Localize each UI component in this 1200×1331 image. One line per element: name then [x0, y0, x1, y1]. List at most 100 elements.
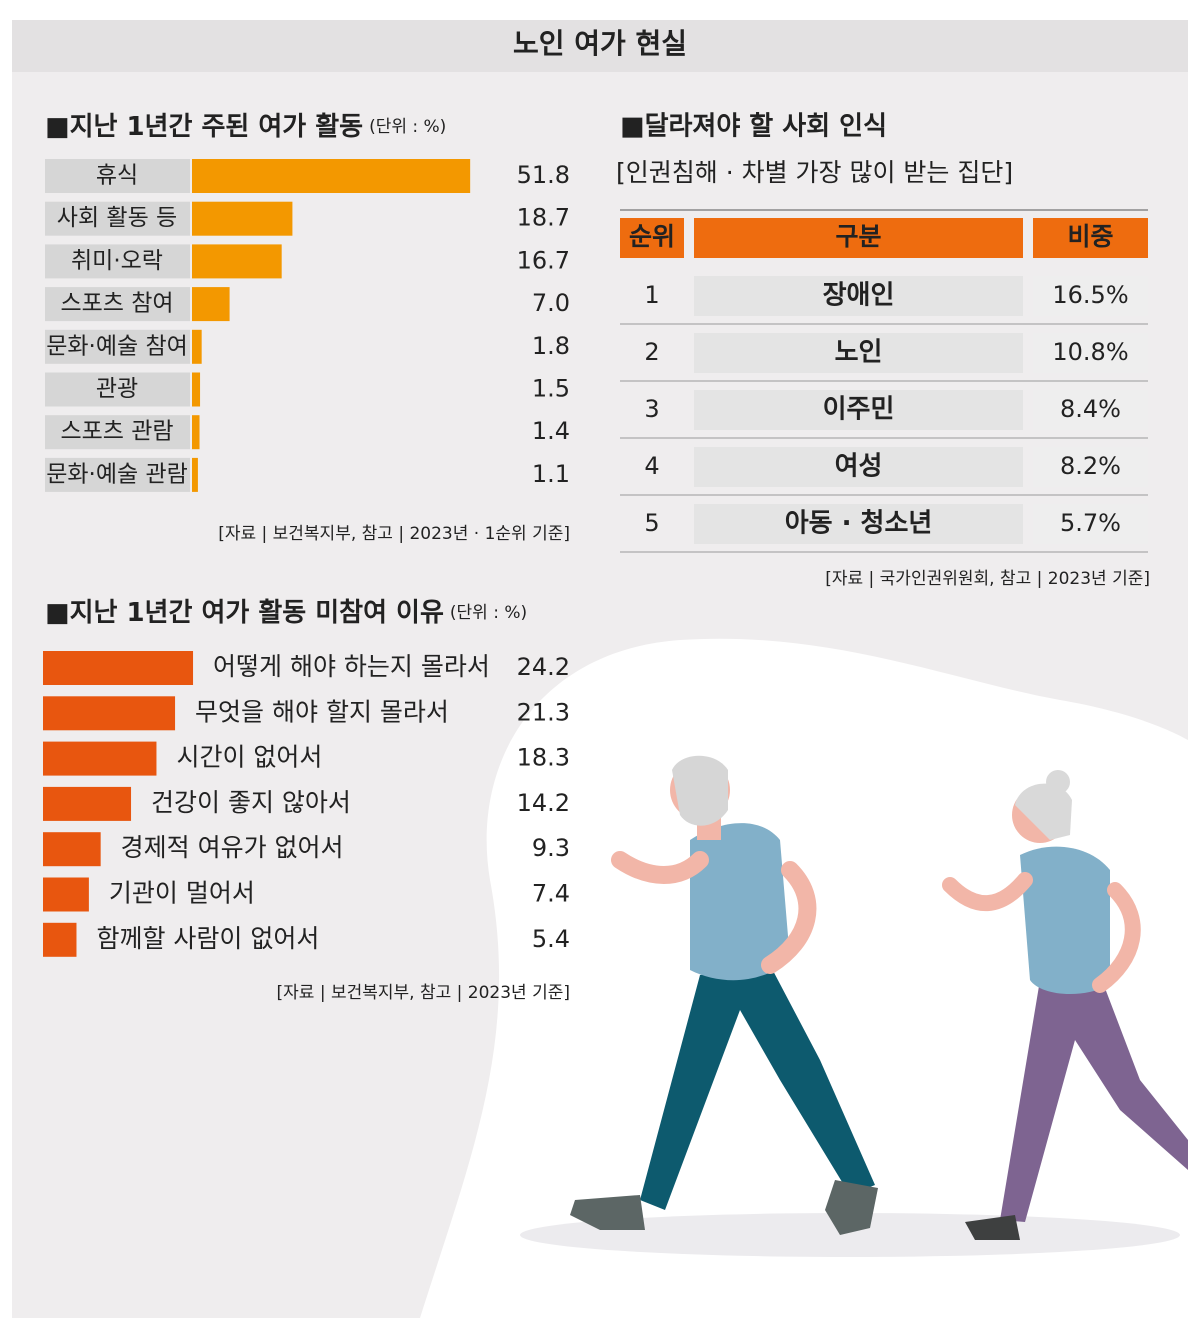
- cell-text: 여성: [835, 452, 883, 482]
- category-box: [45, 287, 190, 322]
- cell-text: 아동 · 청소년: [785, 509, 933, 539]
- category-label: 어떻게 해야 하는지 몰라서: [213, 652, 490, 681]
- title-bar: [12, 20, 1188, 72]
- cell-text: 이주민: [823, 395, 895, 425]
- man-hair: [672, 755, 728, 826]
- bar: [192, 329, 202, 364]
- table-cell: [1033, 390, 1148, 430]
- illustration-backdrop: [420, 638, 1188, 1318]
- table-cell: [694, 390, 1023, 430]
- section-title: ■지난 1년간 여가 활동 미참여 이유 (단위 : %): [45, 598, 527, 628]
- runner-man: [570, 755, 878, 1235]
- bar: [192, 457, 198, 492]
- man-shirt: [690, 823, 790, 981]
- category-box: [45, 329, 190, 364]
- man-shoe: [570, 1195, 645, 1230]
- page-title: 노인 여가 현실: [513, 27, 687, 60]
- value-label: 1.1: [532, 460, 570, 488]
- category-box: [45, 372, 190, 407]
- source-note: [자료 | 국가인권위원회, 참고 | 2023년 기준]: [825, 569, 1150, 589]
- table-cell: [1033, 333, 1148, 373]
- cell-text: 노인: [835, 338, 883, 368]
- table-cell: [694, 333, 1023, 373]
- category-label: 기관이 멀어서: [109, 879, 255, 908]
- table-title: ■달라져야 할 사회 인식: [620, 112, 887, 142]
- header-cell: [620, 218, 684, 258]
- value-label: 1.4: [532, 417, 570, 445]
- man-shoe: [825, 1180, 878, 1235]
- bar: [43, 786, 132, 821]
- category-box: [45, 457, 190, 492]
- table-cell: [1033, 276, 1148, 316]
- source-note: [자료 | 보건복지부, 참고 | 2023년 · 1순위 기준]: [218, 524, 570, 544]
- cell-text: 16.5%: [1052, 281, 1128, 309]
- woman-shoe: [965, 1215, 1020, 1240]
- category-label: 휴식: [96, 163, 138, 189]
- category-box: [45, 159, 190, 193]
- value-label: 1.8: [532, 332, 570, 360]
- table-cell: [694, 504, 1023, 544]
- category-label: 사회 활동 등: [57, 205, 177, 231]
- source-note: [자료 | 보건복지부, 참고 | 2023년 기준]: [277, 983, 571, 1003]
- cell-text: 2: [644, 338, 659, 366]
- cell-text: 장애인: [823, 281, 895, 311]
- bar: [192, 287, 230, 322]
- section-title-text: ■지난 1년간 여가 활동 미참여 이유: [45, 598, 444, 628]
- value-label: 1.5: [532, 375, 570, 403]
- cell-text: 3: [644, 395, 659, 423]
- woman-arm: [1092, 882, 1141, 993]
- table-subtitle: [인권침해 · 차별 가장 많이 받는 집단]: [616, 158, 1013, 187]
- category-label: 문화·예술 참여: [46, 333, 188, 359]
- table-cell: [694, 447, 1023, 487]
- bar: [43, 651, 194, 685]
- bar: [43, 922, 77, 957]
- unit-label: (단위 : %): [369, 117, 446, 137]
- category-box: [45, 244, 190, 279]
- value-label: 51.8: [517, 161, 570, 189]
- cell-text: 1: [644, 281, 659, 309]
- cell-text: 8.2%: [1060, 452, 1121, 480]
- category-label: 시간이 없어서: [176, 743, 322, 772]
- table-cell: [1033, 447, 1148, 487]
- section-title: ■지난 1년간 주된 여가 활동 (단위 : %): [45, 112, 446, 142]
- value-label: 18.3: [517, 744, 570, 772]
- value-label: 9.3: [532, 834, 570, 862]
- woman-legs: [1000, 975, 1188, 1222]
- bar: [192, 415, 200, 450]
- cell-text: 10.8%: [1052, 338, 1128, 366]
- woman-hair: [1015, 783, 1072, 840]
- category-label: 무엇을 해야 할지 몰라서: [195, 697, 449, 726]
- woman-arm: [942, 872, 1033, 912]
- table-cell: [1033, 504, 1148, 544]
- value-label: 14.2: [517, 789, 570, 817]
- value-label: 16.7: [517, 246, 570, 274]
- runner-woman: [942, 770, 1188, 1240]
- bar: [43, 832, 101, 867]
- category-label: 경제적 여유가 없어서: [121, 833, 344, 862]
- category-box: [45, 415, 190, 450]
- cell-text: 5.7%: [1060, 509, 1121, 537]
- bar: [192, 244, 282, 279]
- value-label: 7.4: [532, 880, 570, 908]
- header-label: 구분: [835, 222, 881, 251]
- table-cell: [694, 276, 1023, 316]
- category-label: 문화·예술 관람: [46, 461, 188, 487]
- woman-hair-bun: [1046, 770, 1070, 794]
- header-label: 순위: [629, 222, 675, 251]
- bar: [192, 372, 201, 407]
- bar: [43, 741, 157, 776]
- category-label: 스포츠 참여: [60, 291, 173, 317]
- category-label: 관광: [96, 376, 138, 402]
- value-label: 21.3: [517, 698, 570, 726]
- header-cell: [1033, 218, 1148, 258]
- category-box: [45, 201, 190, 236]
- category-label: 함께할 사람이 없어서: [96, 924, 319, 953]
- bar: [192, 159, 471, 193]
- category-label: 취미·오락: [71, 248, 163, 274]
- cell-text: 8.4%: [1060, 395, 1121, 423]
- section-title-text: ■지난 1년간 주된 여가 활동: [45, 112, 363, 142]
- header-cell: [694, 218, 1023, 258]
- woman-shirt: [1020, 846, 1110, 995]
- value-label: 7.0: [532, 289, 570, 317]
